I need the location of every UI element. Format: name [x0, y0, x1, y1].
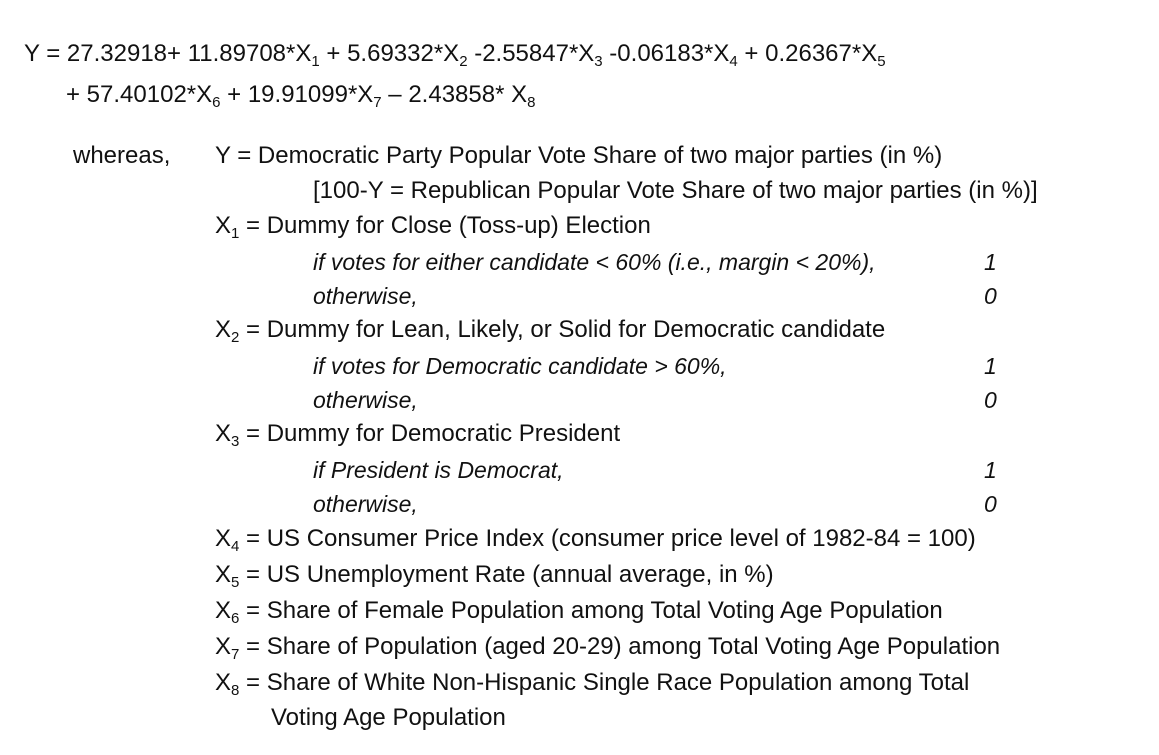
- x1-otherwise-value: 0: [984, 283, 997, 309]
- eq1-subscript-1: 1: [311, 53, 320, 70]
- eq1-subscript-7: 4: [729, 53, 738, 70]
- x2-sub: 2: [231, 329, 240, 346]
- y-note: [100-Y = Republican Popular Vote Share o…: [313, 177, 1038, 204]
- x8-definition: X8 = Share of White Non-Hispanic Single …: [215, 669, 970, 699]
- x8-var: X: [215, 669, 232, 696]
- whereas-label: whereas,: [73, 142, 171, 169]
- eq1-term-8: + 0.26367*X: [737, 40, 878, 67]
- x5-text: = US Unemployment Rate (annual average, …: [239, 561, 774, 588]
- x3-sub: 3: [231, 433, 240, 450]
- eq1-term-2: + 5.69332*X: [319, 40, 460, 67]
- x1-condition-value: 1: [984, 249, 997, 275]
- equation-line-1: Y = 27.32918+ 11.89708*X1 + 5.69332*X2 -…: [24, 40, 886, 70]
- eq1-term-6: -0.06183*X: [602, 40, 730, 67]
- x1-otherwise: otherwise,: [313, 283, 418, 309]
- x6-var: X: [215, 597, 232, 624]
- x8-sub: 8: [231, 682, 240, 699]
- x4-sub: 4: [231, 538, 240, 555]
- x3-condition: if President is Democrat,: [313, 457, 564, 483]
- x2-condition-value: 1: [984, 353, 997, 379]
- x2-otherwise-value: 0: [984, 387, 997, 413]
- eq2-subscript-1: 6: [212, 94, 221, 111]
- eq1-term-0: Y = 27.32918+ 11.89708*X: [24, 40, 312, 67]
- x3-condition-value: 1: [984, 457, 997, 483]
- x8-continuation: Voting Age Population: [271, 704, 506, 731]
- x6-sub: 6: [231, 610, 240, 627]
- x3-otherwise-value: 0: [984, 491, 997, 517]
- eq2-subscript-3: 7: [373, 94, 382, 111]
- x6-definition: X6 = Share of Female Population among To…: [215, 597, 943, 627]
- eq2-subscript-5: 8: [527, 94, 536, 111]
- x4-var: X: [215, 525, 232, 552]
- x1-text: = Dummy for Close (Toss-up) Election: [239, 212, 651, 239]
- eq2-term-4: – 2.43858* X: [381, 81, 528, 108]
- x4-text: = US Consumer Price Index (consumer pric…: [239, 525, 976, 552]
- x3-var: X: [215, 420, 232, 447]
- x8-text: = Share of White Non-Hispanic Single Rac…: [239, 669, 970, 696]
- x1-definition: X1 = Dummy for Close (Toss-up) Election: [215, 212, 651, 242]
- x4-definition: X4 = US Consumer Price Index (consumer p…: [215, 525, 976, 555]
- x7-var: X: [215, 633, 232, 660]
- x2-var: X: [215, 316, 232, 343]
- eq1-subscript-9: 5: [877, 53, 886, 70]
- x7-sub: 7: [231, 646, 240, 663]
- x3-text: = Dummy for Democratic President: [239, 420, 621, 447]
- equation-line-2: + 57.40102*X6 + 19.91099*X7 – 2.43858* X…: [66, 81, 536, 111]
- x1-condition: if votes for either candidate < 60% (i.e…: [313, 249, 876, 275]
- eq2-term-2: + 19.91099*X: [220, 81, 374, 108]
- x3-definition: X3 = Dummy for Democratic President: [215, 420, 621, 450]
- x5-sub: 5: [231, 574, 240, 591]
- x2-otherwise: otherwise,: [313, 387, 418, 413]
- x7-definition: X7 = Share of Population (aged 20-29) am…: [215, 633, 1001, 663]
- x3-otherwise: otherwise,: [313, 491, 418, 517]
- x6-text: = Share of Female Population among Total…: [239, 597, 943, 624]
- x1-var: X: [215, 212, 232, 239]
- eq1-term-4: -2.55847*X: [467, 40, 595, 67]
- x1-sub: 1: [231, 225, 240, 242]
- x5-definition: X5 = US Unemployment Rate (annual averag…: [215, 561, 774, 591]
- x2-text: = Dummy for Lean, Likely, or Solid for D…: [239, 316, 886, 343]
- eq1-subscript-3: 2: [459, 53, 468, 70]
- x2-condition: if votes for Democratic candidate > 60%,: [313, 353, 727, 379]
- eq1-subscript-5: 3: [594, 53, 603, 70]
- x5-var: X: [215, 561, 232, 588]
- x7-text: = Share of Population (aged 20-29) among…: [239, 633, 1001, 660]
- eq2-term-0: + 57.40102*X: [66, 81, 213, 108]
- x2-definition: X2 = Dummy for Lean, Likely, or Solid fo…: [215, 316, 886, 346]
- y-definition: Y = Democratic Party Popular Vote Share …: [215, 142, 943, 169]
